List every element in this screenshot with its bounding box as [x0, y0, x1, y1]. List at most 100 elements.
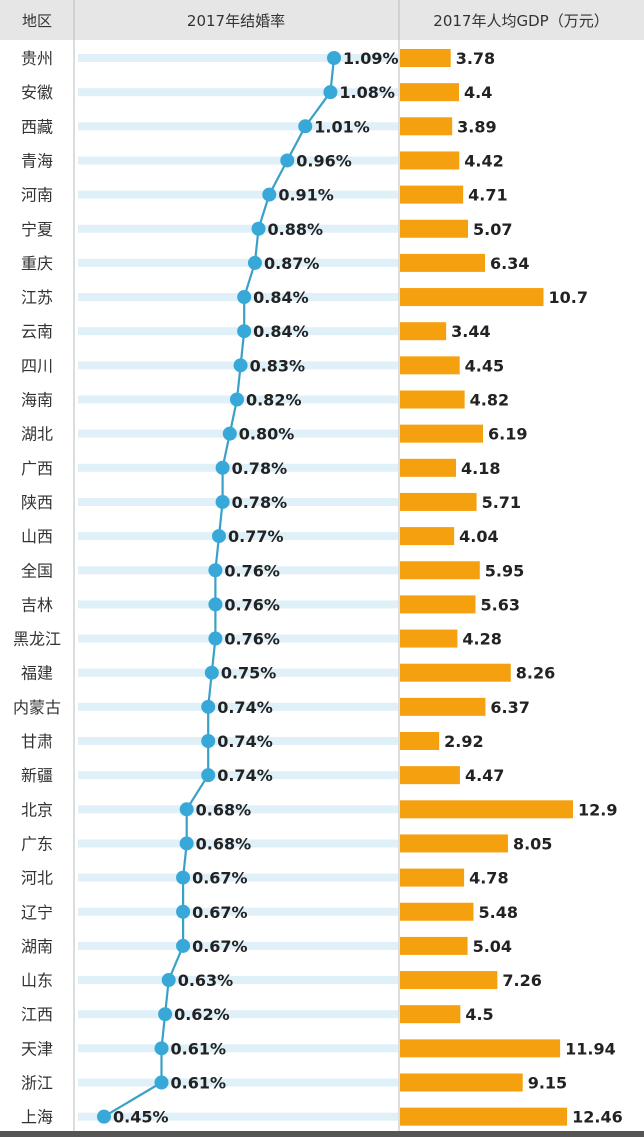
marriage-rate-point: [176, 904, 191, 919]
marriage-rate-label: 0.88%: [268, 220, 324, 239]
gdp-label: 7.26: [502, 971, 541, 990]
header-marriage-rate: 2017年结婚率: [187, 12, 285, 30]
marriage-rate-point: [233, 358, 248, 373]
marriage-rate-point: [208, 597, 223, 612]
gdp-bar: [400, 936, 468, 955]
marriage-rate-point: [262, 187, 277, 202]
region-label: 辽宁: [21, 903, 53, 922]
marriage-rate-points: [97, 51, 341, 1124]
marriage-rate-label: 0.91%: [278, 186, 334, 205]
marriage-rate-label: 0.74%: [217, 698, 273, 717]
region-label: 重庆: [21, 254, 53, 273]
marriage-rate-point: [327, 51, 341, 65]
gdp-label: 4.45: [465, 356, 504, 375]
gdp-bar: [400, 697, 486, 716]
gdp-bar: [400, 322, 447, 341]
gdp-label: 5.63: [481, 595, 520, 614]
rate-row-stripe: [78, 976, 398, 985]
rate-row-stripe: [78, 873, 398, 882]
gdp-label: 6.37: [490, 698, 529, 717]
region-label: 宁夏: [21, 220, 53, 239]
rate-row-stripe: [78, 1044, 398, 1053]
region-label: 海南: [21, 391, 53, 410]
marriage-rate-point: [158, 1007, 173, 1022]
region-label: 天津: [21, 1039, 53, 1058]
gdp-bar: [400, 492, 477, 511]
gdp-label: 3.78: [456, 49, 495, 68]
rate-row-stripe: [78, 566, 398, 575]
marriage-rate-label: 1.09%: [343, 49, 399, 68]
gdp-bar: [400, 185, 464, 204]
region-label: 四川: [21, 356, 53, 375]
marriage-rate-point: [251, 221, 266, 236]
gdp-label: 6.34: [490, 254, 529, 273]
rate-row-stripe: [78, 532, 398, 541]
gdp-label: 10.7: [548, 288, 587, 307]
marriage-rate-label: 0.45%: [113, 1108, 169, 1127]
marriage-rate-point: [208, 563, 223, 578]
gdp-bar: [400, 868, 465, 887]
marriage-rate-point: [204, 665, 219, 680]
gdp-label: 4.5: [465, 1005, 493, 1024]
region-label: 山西: [21, 527, 53, 546]
marriage-rate-label: 0.75%: [221, 664, 277, 683]
marriage-rate-point: [208, 631, 223, 646]
gdp-bar: [400, 288, 544, 307]
gdp-bar: [400, 1073, 523, 1092]
region-label: 北京: [21, 800, 53, 819]
rate-row-stripe: [78, 463, 398, 472]
gdp-bar: [400, 766, 460, 785]
gdp-bar: [400, 117, 453, 136]
marriage-rate-label: 0.84%: [253, 288, 309, 307]
marriage-rate-point: [212, 529, 226, 544]
header-region: 地区: [22, 12, 52, 30]
marriage-rate-label: 0.83%: [250, 356, 306, 375]
rate-row-stripe: [78, 737, 398, 745]
marriage-rate-point: [247, 255, 262, 270]
region-label: 浙江: [21, 1074, 53, 1093]
gdp-label: 5.71: [482, 493, 521, 512]
marriage-rate-point: [237, 290, 252, 305]
gdp-bar: [400, 629, 458, 648]
gdp-bar: [400, 151, 460, 170]
rate-row-stripe: [78, 224, 398, 233]
rate-row-stripe: [78, 634, 398, 643]
marriage-rate-label: 0.78%: [232, 493, 288, 512]
marriage-rate-label: 0.74%: [217, 732, 273, 751]
marriage-rate-point: [298, 119, 313, 134]
gdp-label: 5.04: [473, 937, 512, 956]
marriage-rate-point: [176, 870, 191, 885]
region-label: 陕西: [21, 493, 53, 512]
rate-row-stripe: [78, 190, 398, 199]
gdp-label: 4.47: [465, 766, 504, 785]
gdp-bar: [400, 83, 460, 102]
marriage-rate-label: 0.63%: [178, 971, 234, 990]
marriage-rate-point: [176, 938, 191, 953]
gdp-label: 3.44: [451, 322, 490, 341]
marriage-rate-line: [103, 57, 336, 1118]
gdp-bar: [400, 663, 511, 682]
rate-row-stripe: [78, 497, 398, 506]
region-label: 福建: [21, 664, 53, 683]
gdp-bar: [400, 458, 457, 477]
gdp-bar: [400, 1005, 461, 1024]
gdp-label: 4.18: [461, 459, 500, 478]
gdp-label: 5.48: [478, 903, 517, 922]
gdp-label: 2.92: [444, 732, 483, 751]
marriage-rate-label: 0.82%: [246, 391, 302, 410]
marriage-rate-point: [229, 392, 244, 407]
gdp-bar: [400, 800, 573, 819]
gdp-label: 12.9: [578, 800, 617, 819]
footer-bar: [0, 1131, 644, 1137]
marriage-rate-point: [237, 324, 252, 339]
marriage-rate-label: 0.76%: [224, 561, 280, 580]
marriage-rate-label: 0.61%: [171, 1074, 227, 1093]
marriage-rate-point: [154, 1075, 169, 1090]
region-label: 湖南: [21, 937, 53, 956]
gdp-bar: [400, 356, 460, 375]
marriage-rate-label: 1.01%: [314, 117, 370, 136]
region-label: 甘肃: [21, 732, 53, 751]
marriage-rate-point: [201, 699, 216, 714]
region-label: 江西: [21, 1005, 53, 1024]
region-label: 江苏: [21, 288, 53, 307]
